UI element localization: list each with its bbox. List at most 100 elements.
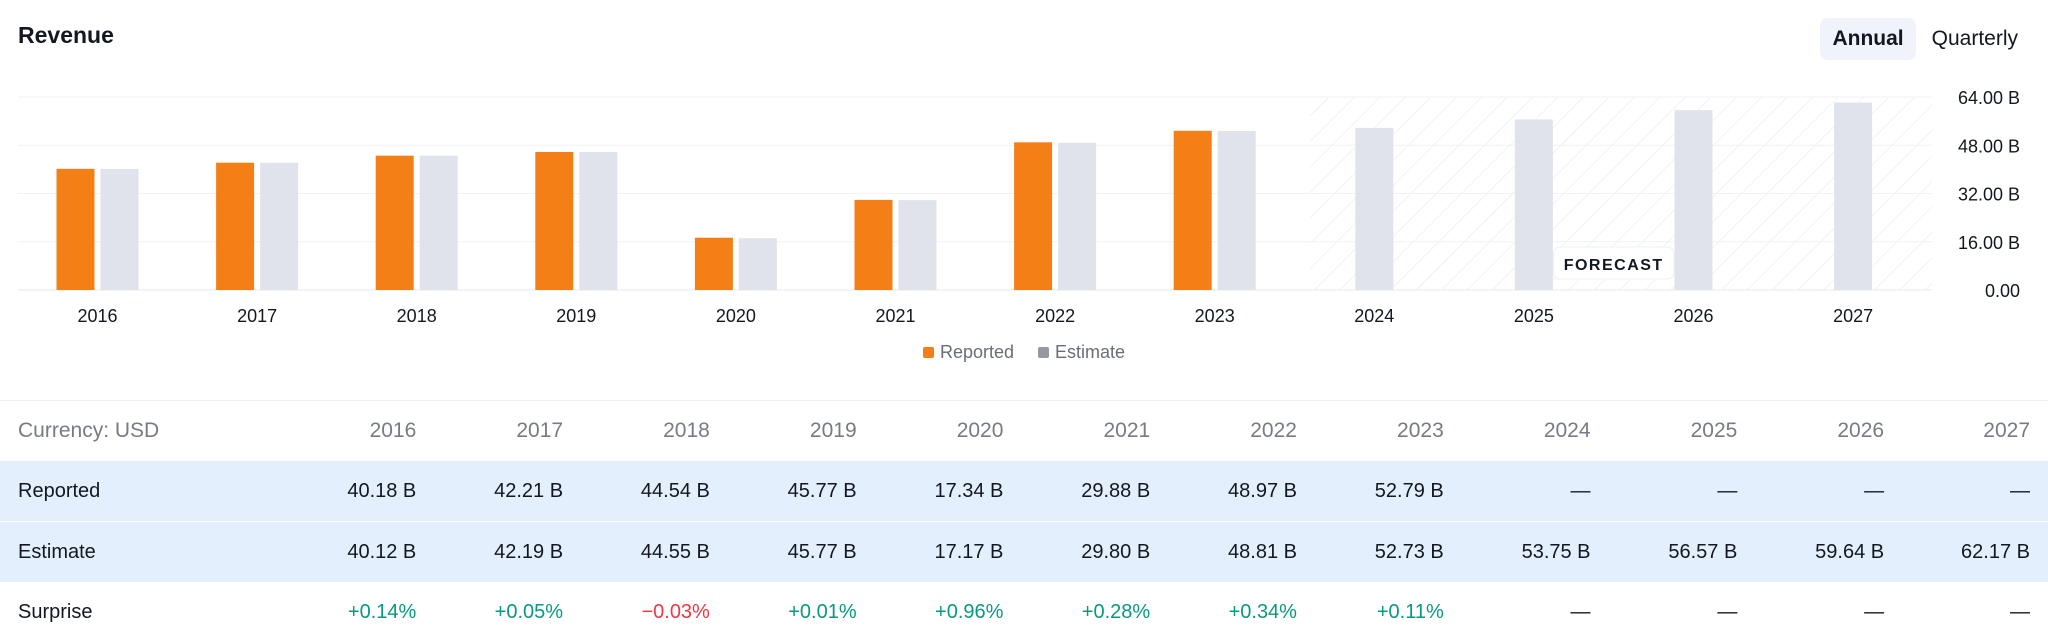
column-header: 2023 bbox=[1397, 419, 1444, 442]
y-tick-label: 16.00 B bbox=[1958, 233, 2020, 253]
table-cell: 44.55 B bbox=[581, 521, 728, 582]
bar-estimate bbox=[898, 200, 937, 290]
bar-estimate bbox=[1834, 102, 1873, 291]
period-toggle: Annual Quarterly bbox=[1820, 18, 2030, 60]
bar-reported bbox=[216, 162, 255, 290]
bar-estimate bbox=[100, 169, 139, 290]
table-cell: 45.77 B bbox=[727, 461, 875, 522]
column-header: 2016 bbox=[369, 419, 417, 442]
column-header: 2026 bbox=[1837, 419, 1885, 442]
legend-item-estimate[interactable]: Estimate bbox=[1038, 342, 1125, 363]
currency-label: Currency: USD bbox=[18, 419, 160, 442]
table-cell: — bbox=[1755, 461, 1903, 522]
column-header: 2019 bbox=[809, 419, 857, 442]
table-row-reported: Reported 40.18 B 42.21 B 44.54 B 45.77 B 17.3… bbox=[0, 461, 2048, 522]
reported-swatch-icon bbox=[922, 347, 934, 358]
row-label: Reported bbox=[0, 461, 288, 522]
table-cell: 48.81 B bbox=[1168, 521, 1315, 582]
forecast-badge-label: FORECAST bbox=[1564, 257, 1664, 274]
x-tick-label: 2023 bbox=[1195, 306, 1235, 326]
table-cell: 40.12 B bbox=[287, 521, 435, 582]
column-header: 2022 bbox=[1250, 419, 1297, 442]
bar-estimate bbox=[1674, 110, 1713, 290]
table-cell: +0.96% bbox=[935, 600, 1004, 623]
bar-reported bbox=[535, 151, 574, 290]
x-tick-label: 2025 bbox=[1514, 306, 1554, 326]
column-header: 2025 bbox=[1690, 419, 1738, 442]
revenue-chart: 64.00 B 48.00 B 32.00 B 16.00 B 0.00 2016 2017… bbox=[18, 88, 2020, 326]
table-cell: 62.17 B bbox=[1902, 521, 2048, 582]
table-cell: +0.11% bbox=[1376, 600, 1444, 623]
bar-estimate bbox=[1355, 127, 1394, 290]
table-cell: +0.28% bbox=[1081, 600, 1151, 623]
page-title: Revenue bbox=[18, 22, 114, 48]
table-cell: — bbox=[1717, 600, 1738, 623]
table-cell: 17.34 B bbox=[874, 461, 1022, 522]
table-cell: 40.18 B bbox=[287, 461, 435, 522]
estimate-swatch-icon bbox=[1038, 347, 1050, 358]
table-cell: 29.80 B bbox=[1021, 521, 1169, 582]
legend-item-reported[interactable]: Reported bbox=[922, 342, 1015, 363]
bar-reported bbox=[375, 155, 414, 290]
revenue-table: Currency: USD 2016 2017 2018 2019 2020 2021 20… bbox=[0, 401, 2048, 642]
table-cell: — bbox=[2010, 600, 2030, 623]
bar-estimate bbox=[419, 155, 458, 290]
bar-reported bbox=[854, 199, 893, 290]
x-tick-label: 2017 bbox=[237, 306, 277, 326]
bar-reported bbox=[1173, 130, 1212, 290]
table-cell: +0.14% bbox=[347, 600, 417, 623]
table-row-surprise: Surprise +0.14% +0.05% −0.03% +0.01% +0.96% +0… bbox=[0, 582, 2048, 642]
y-tick-label: 32.00 B bbox=[1958, 185, 2020, 205]
legend-label-reported: Reported bbox=[939, 342, 1015, 362]
table-cell: 48.97 B bbox=[1168, 461, 1315, 522]
table-cell: 45.77 B bbox=[727, 521, 875, 582]
x-tick-label: 2019 bbox=[556, 306, 596, 326]
section-divider bbox=[0, 400, 2048, 401]
period-quarterly-button[interactable]: Quarterly bbox=[1931, 27, 2018, 50]
table-cell: — bbox=[1461, 461, 1609, 522]
table-cell: — bbox=[1608, 461, 1756, 522]
x-tick-label: 2022 bbox=[1035, 306, 1075, 326]
table-cell: 53.75 B bbox=[1461, 521, 1609, 582]
column-header: 2020 bbox=[956, 419, 1004, 442]
table-cell: 42.19 B bbox=[434, 521, 582, 582]
x-tick-label: 2020 bbox=[716, 306, 756, 326]
column-header: 2027 bbox=[1983, 419, 2030, 442]
bar-estimate bbox=[1058, 142, 1097, 290]
y-tick-label: 48.00 B bbox=[1958, 136, 2020, 156]
bar-reported bbox=[694, 237, 733, 290]
x-tick-label: 2027 bbox=[1833, 306, 1873, 326]
row-label: Estimate bbox=[0, 521, 288, 582]
table-cell: +0.34% bbox=[1228, 600, 1297, 623]
forecast-badge: FORECAST bbox=[1553, 246, 1675, 280]
table-body: Reported 40.18 B 42.21 B 44.54 B 45.77 B 17.3… bbox=[0, 461, 2048, 642]
table-cell: 59.64 B bbox=[1755, 521, 1903, 582]
x-tick-label: 2021 bbox=[875, 306, 915, 326]
table-cell: 29.88 B bbox=[1021, 461, 1169, 522]
legend-label-estimate: Estimate bbox=[1055, 342, 1126, 362]
chart-legend: Reported Estimate bbox=[0, 342, 2048, 363]
column-header: 2017 bbox=[516, 419, 564, 442]
y-tick-label: 64.00 B bbox=[1958, 88, 2020, 108]
bar-estimate bbox=[260, 162, 299, 290]
row-label: Surprise bbox=[18, 600, 93, 623]
y-tick-label: 0.00 bbox=[1985, 281, 2020, 301]
forecast-badge-bg bbox=[1553, 246, 1675, 280]
bar-reported bbox=[56, 168, 95, 290]
table-cell: 56.57 B bbox=[1608, 521, 1756, 582]
x-tick-label: 2026 bbox=[1673, 306, 1713, 326]
x-tick-label: 2016 bbox=[77, 306, 117, 326]
column-header: 2021 bbox=[1103, 419, 1151, 442]
period-annual-button[interactable]: Annual bbox=[1820, 18, 1916, 60]
x-tick-label: 2018 bbox=[397, 306, 437, 326]
table-cell: +0.05% bbox=[494, 600, 564, 623]
column-header: 2024 bbox=[1543, 419, 1591, 442]
x-tick-label: 2024 bbox=[1354, 306, 1394, 326]
bar-estimate bbox=[738, 238, 777, 290]
table-cell: 42.21 B bbox=[434, 461, 582, 522]
table-header-row: Currency: USD 2016 2017 2018 2019 2020 2021 20… bbox=[0, 401, 2048, 461]
table-cell: 17.17 B bbox=[874, 521, 1022, 582]
column-header: 2018 bbox=[663, 419, 710, 442]
table-cell: 44.54 B bbox=[581, 461, 728, 522]
bar-estimate bbox=[579, 151, 618, 290]
